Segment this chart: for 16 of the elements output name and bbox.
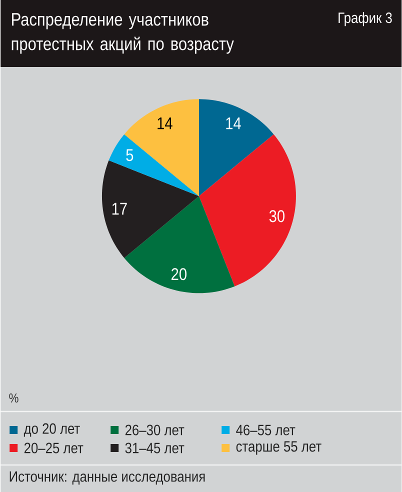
legend-label: 31–45 лет bbox=[125, 442, 184, 454]
data-label: 17 bbox=[112, 202, 127, 215]
legend-label: 20–25 лет bbox=[24, 442, 84, 454]
data-label: 5 bbox=[126, 149, 134, 162]
text: График 3 bbox=[338, 12, 392, 26]
legend-label: до 20 лет bbox=[24, 423, 80, 437]
data-label: 30 bbox=[269, 210, 284, 222]
chart-title: Распределение участников протестных акций по возрасту bbox=[12, 13, 234, 54]
text: % bbox=[9, 393, 18, 403]
data-label: 20 bbox=[171, 268, 186, 280]
legend-label: 26–30 лет bbox=[125, 424, 184, 436]
legend-label: старше 55 лет bbox=[236, 441, 322, 455]
text: Источник: данные исследования bbox=[10, 471, 205, 485]
legend-label: 46–55 лет bbox=[236, 424, 296, 436]
data-label: 14 bbox=[226, 117, 241, 130]
data-label: 14 bbox=[158, 117, 172, 130]
